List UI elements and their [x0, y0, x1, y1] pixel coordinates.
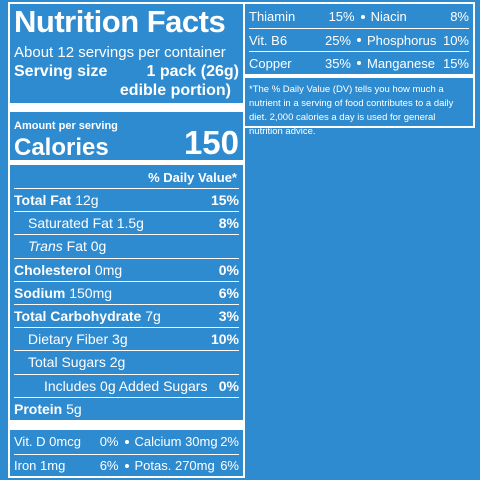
serving-size-label: Serving size	[14, 63, 108, 80]
dv-header: % Daily Value*	[148, 170, 237, 185]
nutrient-amount: 3g	[112, 331, 128, 348]
servings: About 12 servings per container	[14, 44, 226, 61]
mineral-name: Copper	[249, 55, 292, 71]
thick-rule	[245, 74, 473, 78]
nutrient-amount: 7g	[145, 308, 161, 325]
nutrient-dv: 0%	[218, 377, 239, 394]
nutrient-amount: Fat 0g	[66, 238, 107, 255]
nutrient-label: Protein 5g	[14, 401, 82, 417]
label-panel: Nutrition Facts About 12 servings per co…	[8, 2, 245, 478]
nutrient-label: Total Fat 12g	[14, 192, 99, 208]
calories-value: 150	[183, 124, 239, 161]
mineral-row: Iron 1mg 6% Potas. 270mg 6%	[14, 453, 239, 478]
nutrient-name: Total Sugars	[28, 354, 106, 371]
mineral-name: Calcium 30mg	[134, 434, 218, 450]
thick-rule	[10, 420, 243, 430]
mineral-row: Vit. B6 25% Phosphorus 10%	[249, 28, 469, 51]
mineral-dv: 8%	[450, 9, 469, 24]
title: Nutrition Facts	[14, 4, 226, 39]
mineral-dv: 15%	[442, 55, 469, 71]
nutrient-row: Total Fat 12g 15%	[14, 188, 239, 211]
calories-caption: Amount per serving	[14, 120, 118, 132]
nutrient-name: Cholesterol	[14, 261, 92, 278]
nutrient-name: Trans	[28, 238, 63, 255]
mineral-name: Niacin	[370, 9, 407, 24]
nutrient-dv: 15%	[210, 192, 239, 209]
nutrient-label: Sodium 150mg	[14, 285, 112, 301]
mineral-name: Manganese	[367, 55, 435, 71]
bullet	[124, 439, 129, 444]
mineral-dv: 6%	[99, 458, 119, 474]
mineral-name: Potas. 270mg	[134, 458, 215, 474]
nutrient-row: Includes 0g Added Sugars 0%	[14, 373, 239, 397]
nutrient-label: Total Carbohydrate 7g	[14, 308, 161, 324]
side-panel: Thiamin 15% Niacin 8% Vit. B6 25% Phosphorus 10…	[243, 2, 475, 137]
nutrient-dv: 3%	[218, 308, 239, 325]
nutrient-row: Saturated Fat 1.5g 8%	[14, 211, 239, 234]
nutrient-dv: 0%	[218, 261, 239, 278]
mineral-dv: 6%	[220, 458, 239, 474]
nutrient-label: Total Sugars 2g	[28, 354, 125, 370]
nutrient-label: Includes 0g Added Sugars	[44, 378, 207, 394]
mineral-dv: 10%	[442, 32, 469, 48]
thick-rule	[10, 103, 243, 112]
nutrient-dv: 6%	[218, 284, 239, 301]
nutrient-amount: 150mg	[69, 284, 113, 301]
nutrient-amount: 2g	[109, 354, 126, 371]
nutrient-row: Cholesterol 0mg 0%	[14, 257, 239, 281]
nutrient-name: Includes 0g Added Sugars	[44, 377, 208, 394]
calories-label: Calories	[14, 134, 109, 161]
nutrient-row: Total Sugars 2g	[14, 350, 239, 373]
nutrient-name: Sodium	[14, 284, 66, 301]
serving-size-note: edible portion)	[119, 82, 231, 99]
mineral-dv: 0%	[99, 434, 119, 450]
mineral-name: Phosphorus	[367, 32, 437, 48]
mineral-name: Thiamin	[249, 9, 296, 24]
nutrient-row: Trans Fat 0g	[14, 234, 239, 257]
nutrient-row: Dietary Fiber 3g 10%	[14, 327, 239, 350]
nutrient-row: Protein 5g	[14, 396, 239, 420]
mineral-row: Copper 35% Manganese 15%	[249, 51, 469, 74]
nutrient-name: Total Fat	[14, 192, 72, 209]
nutrient-amount: 5g	[66, 400, 82, 417]
nutrient-name: Total Carbohydrate	[14, 308, 142, 325]
nutrient-row: Sodium 150mg 6%	[14, 280, 239, 304]
mineral-row: Thiamin 15% Niacin 8%	[249, 5, 469, 28]
nutrient-name: Saturated Fat	[28, 215, 113, 232]
serving-size: Serving size 1 pack (26g)	[14, 63, 239, 81]
nutrient-amount: 1.5g	[116, 215, 144, 232]
footnote: *The % Daily Value (DV) tells you how mu…	[249, 84, 454, 137]
serving-size-value: 1 pack (26g)	[146, 63, 239, 80]
calories-row: Calories 150	[14, 124, 239, 161]
bullet	[357, 61, 361, 65]
nutrient-label: Trans Fat 0g	[28, 238, 106, 254]
nutrient-amount: 12g	[75, 192, 99, 209]
medium-rule	[10, 160, 243, 165]
nutrient-dv: 10%	[210, 331, 239, 348]
bullet	[124, 463, 129, 468]
nutrient-label: Cholesterol 0mg	[14, 262, 122, 278]
nutrient-name: Dietary Fiber	[28, 331, 109, 348]
mineral-dv: 35%	[324, 55, 351, 71]
nutrient-row: Total Carbohydrate 7g 3%	[14, 304, 239, 327]
nutrient-label: Dietary Fiber 3g	[28, 331, 128, 347]
nutrient-name: Protein	[14, 400, 63, 417]
nutrient-dv: 8%	[218, 215, 239, 232]
mineral-dv: 25%	[324, 32, 351, 48]
mineral-dv: 15%	[328, 9, 355, 24]
nutrient-label: Saturated Fat 1.5g	[28, 215, 144, 231]
mineral-dv: 2%	[220, 434, 239, 450]
mineral-name: Iron 1mg	[14, 458, 66, 474]
mineral-name: Vit. D 0mcg	[14, 434, 81, 450]
bullet	[360, 14, 365, 19]
nutrient-amount: 0mg	[94, 261, 123, 278]
mineral-name: Vit. B6	[249, 32, 288, 48]
mineral-row: Vit. D 0mcg 0% Calcium 30mg 2%	[14, 430, 239, 454]
bullet	[357, 38, 361, 42]
